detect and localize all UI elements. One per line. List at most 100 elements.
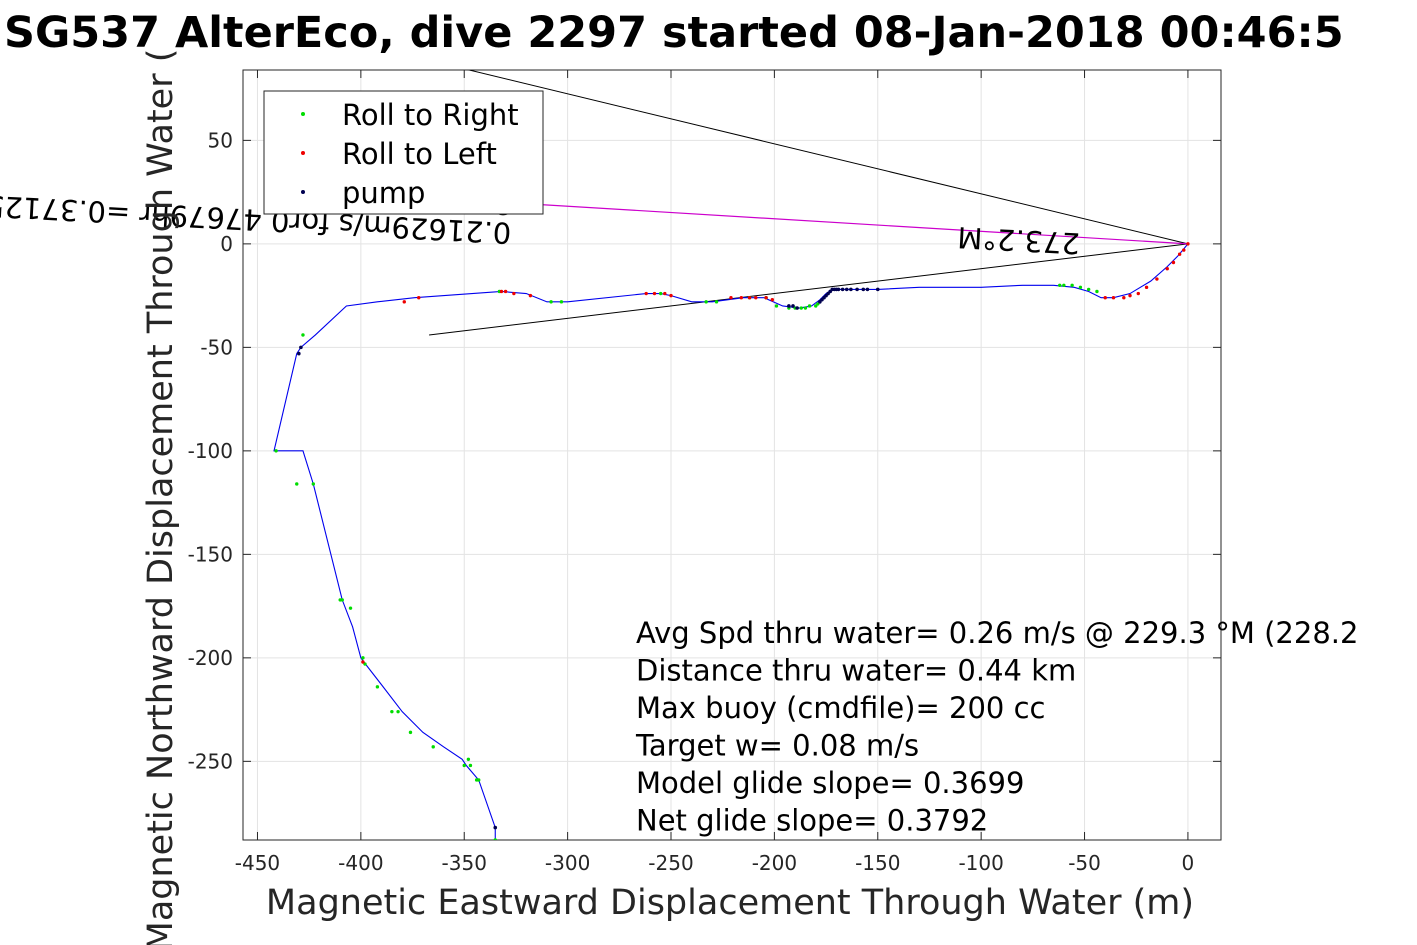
roll-right-point bbox=[311, 482, 316, 486]
pump-point bbox=[865, 287, 870, 292]
legend-label: pump bbox=[342, 176, 425, 210]
roll-left-point bbox=[1144, 285, 1149, 290]
y-tick-label: -50 bbox=[200, 335, 233, 359]
y-axis-ticks: -250 -200 -150 -100 -50 0 50 bbox=[188, 128, 1221, 773]
roll-left-point bbox=[402, 300, 406, 304]
y-tick-label: 50 bbox=[208, 128, 233, 152]
pump-point bbox=[299, 345, 303, 350]
roll-left-point bbox=[739, 295, 744, 300]
roll-right-point bbox=[375, 685, 380, 689]
pump-point bbox=[836, 287, 841, 292]
roll-right-point bbox=[431, 745, 435, 749]
reference-lines bbox=[429, 70, 1189, 336]
stats-line: Model glide slope= 0.3699 bbox=[636, 766, 1024, 800]
pump-point bbox=[844, 287, 849, 292]
legend: Roll to Right Roll to Left pump bbox=[263, 90, 544, 215]
roll-right-point bbox=[1062, 283, 1066, 287]
y-tick-label: 0 bbox=[220, 232, 233, 256]
legend-marker bbox=[301, 151, 305, 155]
stats-line: Net glide slope= 0.3792 bbox=[636, 804, 988, 838]
roll-right-point bbox=[658, 291, 663, 296]
x-tick-label: -200 bbox=[752, 851, 797, 875]
roll-left-point bbox=[1136, 291, 1140, 296]
roll-right-point bbox=[474, 778, 479, 782]
roll-left-point bbox=[754, 295, 758, 300]
roll-right-point bbox=[549, 300, 553, 304]
roll-left-point bbox=[1165, 267, 1169, 271]
roll-right-point bbox=[493, 838, 497, 840]
x-tick-label: 0 bbox=[1182, 851, 1195, 875]
stats-block: Avg Spd thru water= 0.26 m/s @ 229.3 °M … bbox=[635, 616, 1358, 838]
roll-left-point bbox=[1177, 252, 1182, 256]
roll-right-point bbox=[1086, 287, 1091, 292]
roll-right-point bbox=[396, 709, 400, 714]
roll-right-point bbox=[803, 306, 808, 310]
roll-left-point bbox=[663, 291, 667, 296]
roll-left-point bbox=[1182, 248, 1186, 252]
roll-left-point bbox=[512, 291, 516, 296]
roll-right-point bbox=[462, 763, 466, 768]
x-tick-label: -150 bbox=[855, 851, 900, 875]
x-tick-label: -50 bbox=[1068, 851, 1101, 875]
markers bbox=[274, 242, 1190, 840]
x-tick-label: -250 bbox=[648, 851, 693, 875]
roll-right-point bbox=[295, 482, 299, 486]
roll-right-point bbox=[799, 306, 803, 310]
stats-line: Avg Spd thru water= 0.26 m/s @ 229.3 °M … bbox=[636, 616, 1358, 650]
roll-left-point bbox=[417, 295, 421, 300]
y-tick-label: -150 bbox=[188, 542, 233, 566]
roll-left-point bbox=[503, 289, 508, 294]
legend-marker bbox=[301, 112, 305, 116]
stats-line: Target w= 0.08 m/s bbox=[635, 729, 919, 763]
legend-marker bbox=[301, 190, 305, 194]
roll-right-point bbox=[714, 300, 719, 304]
roll-right-point bbox=[408, 730, 413, 735]
y-tick-label: -250 bbox=[188, 749, 233, 773]
roll-left-point bbox=[361, 660, 365, 664]
roll-right-point bbox=[559, 300, 564, 304]
pump-point bbox=[849, 287, 853, 292]
pump-point bbox=[791, 304, 795, 308]
roll-right-point bbox=[390, 709, 394, 714]
reference-line bbox=[429, 243, 1188, 336]
plot-area bbox=[242, 69, 1222, 841]
roll-left-point bbox=[644, 291, 648, 296]
pump-point bbox=[493, 825, 498, 830]
roll-left-point bbox=[1111, 295, 1116, 300]
x-tick-label: -300 bbox=[545, 851, 590, 875]
current-vector bbox=[505, 201, 1188, 245]
pump-point bbox=[795, 306, 799, 310]
roll-left-point bbox=[669, 293, 673, 298]
pump-point bbox=[875, 287, 880, 292]
x-tick-label: -100 bbox=[958, 851, 1003, 875]
roll-right-point bbox=[468, 763, 473, 768]
roll-right-point bbox=[774, 304, 779, 308]
x-tick-label: -450 bbox=[235, 851, 280, 875]
roll-right-point bbox=[704, 300, 708, 304]
y-tick-label: -200 bbox=[188, 646, 233, 670]
roll-left-point bbox=[1155, 277, 1159, 281]
legend-label: Roll to Right bbox=[342, 98, 519, 132]
chart-title: SG537 AlterEco, dive 2297 started 08-Jan… bbox=[4, 8, 1344, 58]
roll-left-point bbox=[1128, 293, 1132, 298]
roll-left-point bbox=[1103, 295, 1107, 300]
pump-point bbox=[861, 287, 866, 292]
roll-right-point bbox=[466, 757, 471, 761]
pump-point bbox=[855, 287, 859, 292]
roll-right-point bbox=[361, 656, 365, 660]
roll-right-point bbox=[1095, 289, 1099, 294]
reference-line bbox=[467, 70, 1189, 245]
roll-left-point bbox=[747, 295, 752, 300]
current-vector-line bbox=[505, 201, 1188, 245]
roll-right-point bbox=[348, 606, 353, 610]
y-tick-label: -100 bbox=[188, 439, 233, 463]
roll-left-point bbox=[528, 293, 533, 298]
y-axis-label: Magnetic Northward Displacement Through … bbox=[141, 49, 181, 945]
legend-label: Roll to Left bbox=[342, 137, 497, 171]
roll-right-point bbox=[274, 449, 278, 453]
roll-right-point bbox=[1070, 283, 1074, 287]
roll-right-point bbox=[1078, 285, 1083, 290]
upside-down-annotation: 273.2°M bbox=[957, 220, 1081, 260]
pump-point bbox=[297, 351, 301, 356]
